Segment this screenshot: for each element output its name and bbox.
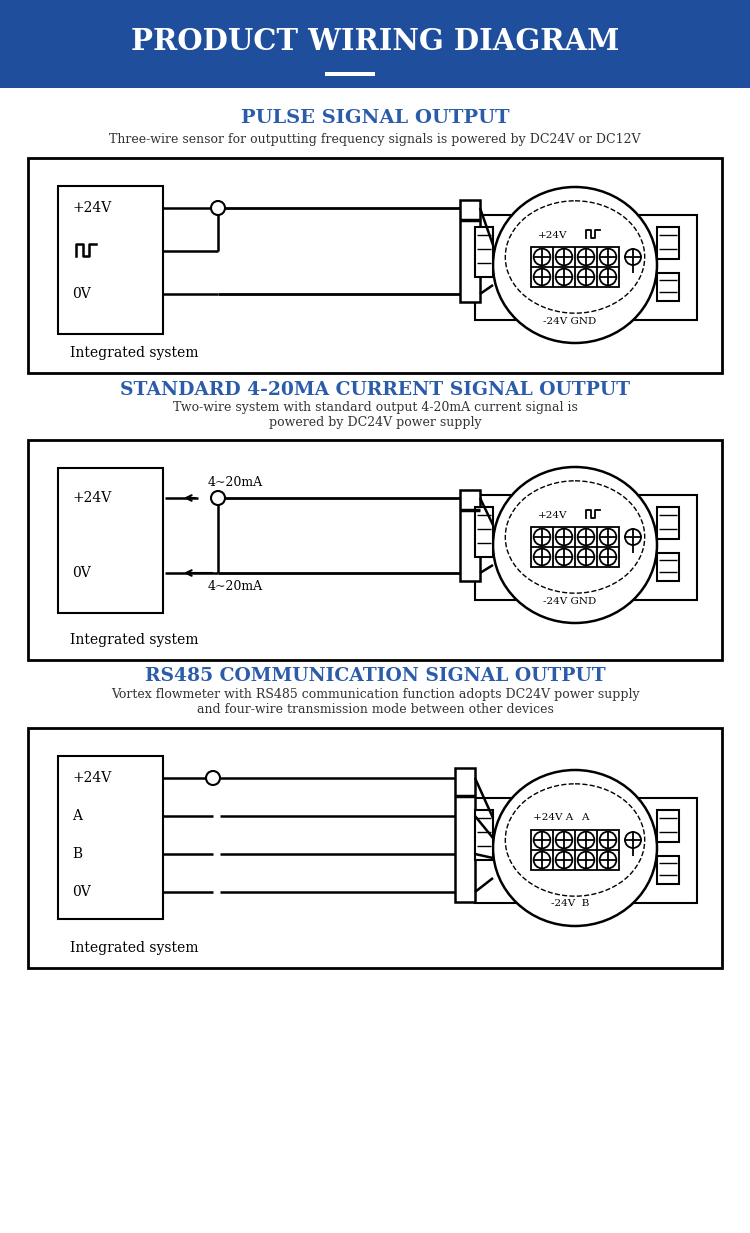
Circle shape [211, 201, 225, 215]
Text: +24V A: +24V A [532, 814, 573, 822]
Bar [531, 247, 619, 287]
Circle shape [534, 269, 550, 285]
Circle shape [534, 549, 550, 566]
Ellipse shape [493, 769, 657, 926]
Circle shape [578, 549, 594, 566]
Text: +24V: +24V [72, 771, 111, 785]
Text: Vortex flowmeter with RS485 communication function adopts DC24V power supply
and: Vortex flowmeter with RS485 communicatio… [111, 688, 639, 716]
Circle shape [578, 852, 594, 868]
Text: A: A [581, 814, 589, 822]
Circle shape [600, 529, 616, 545]
Text: +24V: +24V [538, 510, 568, 519]
Bar [58, 469, 163, 613]
Circle shape [578, 249, 594, 265]
Bar [531, 526, 619, 567]
Bar [657, 552, 679, 581]
Bar [28, 727, 722, 968]
Bar [460, 200, 480, 302]
Circle shape [534, 852, 550, 868]
Bar [475, 810, 493, 859]
Bar [475, 798, 697, 903]
Text: 0V: 0V [72, 885, 91, 899]
Circle shape [625, 529, 641, 545]
Text: +24V: +24V [72, 201, 111, 215]
Text: 4~20mA: 4~20mA [208, 476, 263, 488]
Bar [455, 768, 475, 903]
Bar [58, 756, 163, 919]
Text: -24V GND: -24V GND [543, 317, 597, 326]
Circle shape [600, 269, 616, 285]
Bar [475, 494, 697, 600]
Bar [657, 856, 679, 884]
Circle shape [534, 831, 550, 848]
Circle shape [534, 249, 550, 265]
Text: -24V GND: -24V GND [543, 597, 597, 605]
Text: 4~20mA: 4~20mA [208, 581, 263, 593]
Bar [0, 0, 750, 88]
Circle shape [206, 771, 220, 785]
Text: Integrated system: Integrated system [70, 941, 199, 956]
Circle shape [556, 831, 572, 848]
Text: RS485 COMMUNICATION SIGNAL OUTPUT: RS485 COMMUNICATION SIGNAL OUTPUT [145, 667, 605, 686]
Bar [475, 227, 493, 277]
Bar [657, 272, 679, 301]
Circle shape [600, 852, 616, 868]
Text: -24V  B: -24V B [550, 900, 590, 909]
Circle shape [534, 529, 550, 545]
Bar [28, 158, 722, 374]
Bar [28, 440, 722, 660]
Bar [325, 73, 375, 75]
Circle shape [556, 852, 572, 868]
Circle shape [211, 491, 225, 506]
Bar [475, 215, 697, 321]
Text: 0V: 0V [72, 287, 91, 301]
Text: +24V: +24V [538, 231, 568, 239]
Text: Two-wire system with standard output 4-20mA current signal is
powered by DC24V p: Two-wire system with standard output 4-2… [172, 401, 578, 429]
Text: 0V: 0V [72, 566, 91, 580]
Text: PRODUCT WIRING DIAGRAM: PRODUCT WIRING DIAGRAM [130, 27, 620, 55]
Text: STANDARD 4-20MA CURRENT SIGNAL OUTPUT: STANDARD 4-20MA CURRENT SIGNAL OUTPUT [120, 381, 630, 399]
Circle shape [600, 549, 616, 566]
Text: Three-wire sensor for outputting frequency signals is powered by DC24V or DC12V: Three-wire sensor for outputting frequen… [110, 133, 640, 147]
Circle shape [600, 249, 616, 265]
Bar [531, 830, 619, 870]
Text: A: A [72, 809, 82, 822]
Bar [58, 186, 163, 334]
Ellipse shape [493, 467, 657, 623]
Ellipse shape [493, 187, 657, 343]
Bar [657, 810, 679, 842]
Circle shape [600, 831, 616, 848]
Bar [475, 507, 493, 557]
Text: +24V: +24V [72, 491, 111, 506]
Text: Integrated system: Integrated system [70, 633, 199, 647]
Bar [657, 227, 679, 259]
Circle shape [578, 269, 594, 285]
Circle shape [625, 832, 641, 848]
Circle shape [556, 529, 572, 545]
Circle shape [578, 831, 594, 848]
Circle shape [578, 529, 594, 545]
Text: B: B [72, 847, 82, 861]
Circle shape [556, 249, 572, 265]
Circle shape [625, 249, 641, 265]
Circle shape [556, 549, 572, 566]
Bar [657, 507, 679, 539]
Text: PULSE SIGNAL OUTPUT: PULSE SIGNAL OUTPUT [241, 109, 509, 127]
Bar [460, 490, 480, 581]
Text: Integrated system: Integrated system [70, 346, 199, 360]
Circle shape [556, 269, 572, 285]
